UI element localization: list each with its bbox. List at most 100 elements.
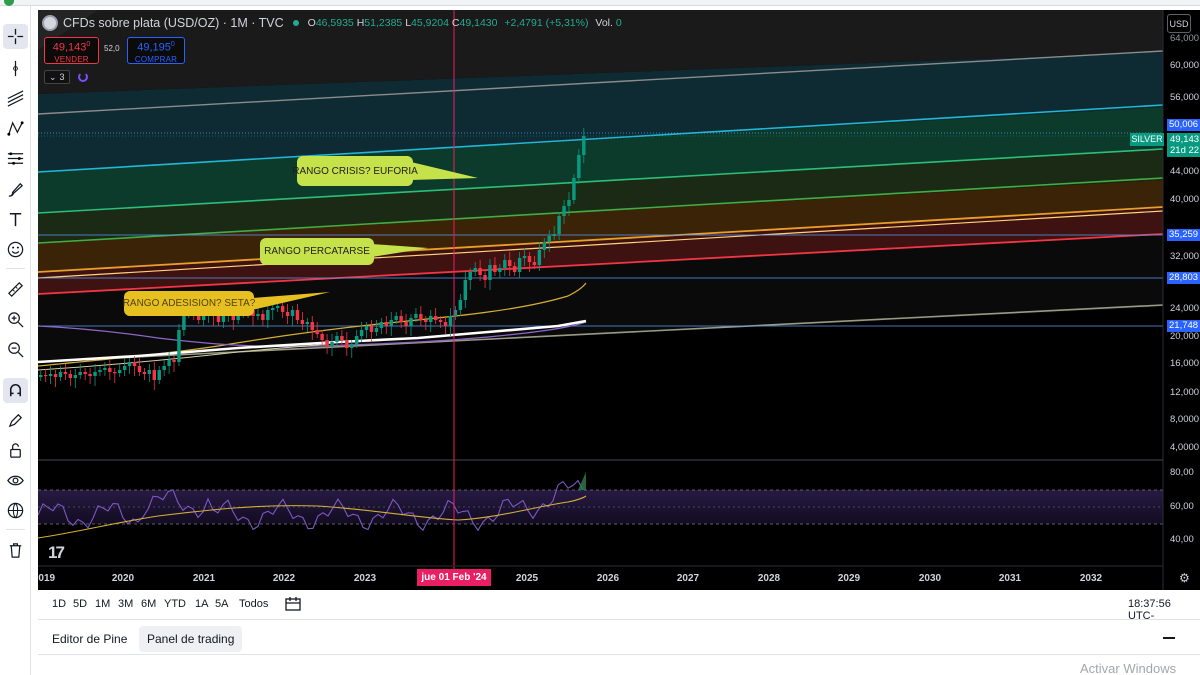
fib-tool-icon[interactable] — [3, 86, 28, 111]
channel-line-cyan — [38, 104, 1164, 173]
candle-body — [300, 320, 305, 324]
price-axis-label: 56,000 — [1170, 92, 1200, 103]
candle-body — [108, 368, 112, 372]
candle-body — [364, 326, 369, 330]
candle-body — [508, 260, 512, 266]
magnet-icon[interactable] — [3, 378, 28, 403]
candle-body — [483, 275, 487, 280]
candle-body — [132, 362, 137, 366]
time-axis-label: 2022 — [272, 573, 296, 584]
range-button[interactable]: 1M — [95, 598, 111, 610]
time-axis-label: 2019 — [38, 573, 56, 584]
pencil-lock-icon[interactable] — [3, 408, 28, 433]
channel-line-gray — [38, 50, 1164, 115]
candle-body — [557, 216, 561, 234]
high-label: H — [356, 17, 365, 29]
currency-selector[interactable]: USD — [1167, 14, 1191, 33]
range-button[interactable]: 3M — [118, 598, 134, 610]
candle-body — [582, 136, 586, 155]
pattern-tool-icon[interactable] — [3, 116, 28, 141]
last-price-value: 49,143 — [1170, 134, 1200, 145]
buy-button[interactable]: 49,1950 COMPRAR — [127, 37, 185, 64]
candle-body — [290, 310, 295, 316]
tradingview-logo[interactable]: 17 — [48, 543, 65, 562]
candle-body — [78, 372, 82, 375]
candle-body — [93, 372, 97, 376]
clock[interactable]: 18:37:56 UTC- — [1128, 598, 1171, 622]
trash-icon[interactable] — [3, 538, 28, 563]
callout-percatarse[interactable]: RANGO PERCATARSE — [260, 238, 374, 265]
close-value: 49,1430 — [459, 17, 498, 29]
range-button[interactable]: Todos — [239, 598, 269, 610]
channel-line-bottom — [38, 304, 1164, 363]
channel-line-lime — [38, 177, 1164, 244]
zoom-out-icon[interactable] — [3, 337, 28, 362]
candle-body — [58, 372, 63, 377]
windows-activation-watermark: Activar Windows — [1080, 661, 1177, 675]
calendar-range-icon[interactable] — [285, 596, 303, 612]
callout-adesision[interactable]: RANGO ADESISION? SETA? — [123, 291, 255, 316]
time-axis-label: 2031 — [998, 573, 1022, 584]
indicator-toggle[interactable]: ⌄ 3 — [44, 70, 70, 84]
emoji-tool-icon[interactable] — [3, 237, 28, 262]
candle-body — [117, 370, 122, 373]
sell-button[interactable]: 49,1430 VENDER — [44, 37, 99, 64]
range-button[interactable]: 6M — [141, 598, 157, 610]
range-button[interactable]: YTD — [164, 598, 186, 610]
candle-body — [498, 268, 502, 272]
trend-line-tool-icon[interactable] — [3, 56, 28, 81]
candle-body — [517, 258, 522, 272]
symbol-title[interactable]: CFDs sobre plata (USD/OZ) · 1M · TVC — [63, 16, 284, 30]
candle-body — [103, 368, 107, 370]
band-top — [38, 10, 1163, 94]
candle-body — [379, 322, 384, 328]
range-button[interactable]: 5A — [215, 598, 229, 610]
chart-pane[interactable]: CFDs sobre plata (USD/OZ) · 1M · TVC O46… — [38, 10, 1200, 590]
sell-label: VENDER — [54, 54, 89, 64]
candle-body — [424, 320, 428, 322]
candle-body — [493, 265, 497, 272]
candle-body — [182, 310, 186, 330]
lock-icon[interactable] — [3, 438, 28, 463]
gear-icon[interactable]: ⚙ — [1179, 571, 1190, 585]
volume-label: Vol. — [595, 17, 613, 29]
candle-body — [122, 366, 127, 370]
buy-price: 49,1950 — [137, 41, 175, 54]
minimize-panel-icon[interactable] — [1163, 637, 1175, 639]
callout-euforia-pointer — [411, 162, 478, 180]
toolbar-divider — [6, 268, 25, 269]
crosshair-tool-icon[interactable] — [3, 24, 28, 49]
tab-pine-editor[interactable]: Editor de Pine — [52, 632, 128, 646]
channel-line-orange — [38, 206, 1164, 273]
silver-symbol-icon — [42, 15, 58, 31]
candle-body — [453, 310, 458, 316]
candle-body — [113, 372, 117, 374]
symbol-legend[interactable]: CFDs sobre plata (USD/OZ) · 1M · TVC O46… — [42, 15, 622, 31]
globe-icon[interactable] — [3, 498, 28, 523]
eye-icon[interactable] — [3, 468, 28, 493]
forecast-tool-icon[interactable] — [3, 146, 28, 171]
zoom-in-icon[interactable] — [3, 307, 28, 332]
tab-trading-panel[interactable]: Panel de trading — [139, 626, 243, 652]
time-axis-label: 2030 — [918, 573, 942, 584]
range-button[interactable]: 1A — [195, 598, 209, 610]
text-tool-icon[interactable] — [3, 207, 28, 232]
callout-euforia[interactable]: RANGO CRISIS? EUFORIA — [292, 156, 418, 186]
price-axis-label: 16,000 — [1170, 358, 1200, 369]
candle-body — [527, 256, 532, 262]
brush-tool-icon[interactable] — [3, 177, 28, 202]
rsi-overbought-fill — [578, 472, 586, 490]
candle-body — [271, 308, 275, 310]
candle-body — [384, 322, 389, 326]
range-button[interactable]: 1D — [52, 598, 67, 610]
sell-price: 49,1430 — [52, 41, 91, 54]
range-button[interactable]: 5D — [73, 598, 88, 610]
ruler-tool-icon[interactable] — [3, 277, 28, 302]
candle-body — [335, 336, 339, 342]
candle-body — [463, 280, 468, 300]
candle-body — [167, 360, 171, 366]
band-olive — [38, 150, 1163, 242]
level-tag-21748: 21,748 — [1167, 320, 1200, 332]
candle-body — [157, 370, 161, 380]
